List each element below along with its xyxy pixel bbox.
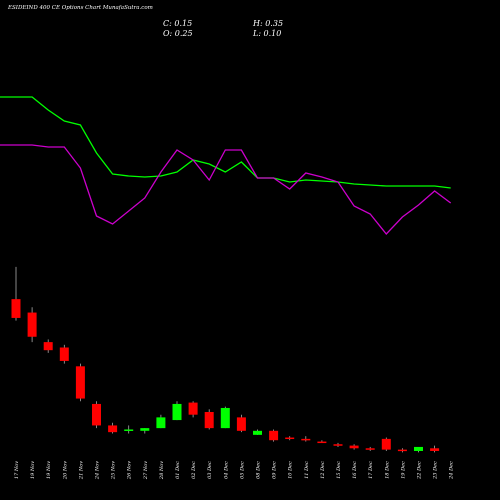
x-tick-label: 27 Nov: [143, 461, 149, 480]
candle-body: [156, 417, 166, 429]
x-tick-label: 20 Nov: [62, 461, 68, 480]
x-tick-label: 04 Dec: [223, 461, 229, 479]
candle-body: [317, 441, 327, 444]
x-tick-label: 18 Dec: [384, 461, 390, 479]
candle-body: [430, 448, 440, 451]
candle-body: [59, 347, 69, 361]
candle-body: [27, 312, 37, 337]
x-tick-label: 25 Nov: [111, 461, 117, 480]
high-value: H: 0.35: [253, 19, 284, 28]
candle-body: [92, 403, 101, 426]
candle-body: [108, 425, 118, 433]
x-tick-label: 23 Dec: [433, 461, 439, 480]
x-tick-label: 24 Nov: [95, 461, 101, 480]
candle-body: [43, 342, 53, 351]
candle-body: [75, 366, 85, 399]
candle-body: [349, 445, 359, 449]
candle-body: [333, 444, 343, 446]
x-tick-label: 11 Dec: [304, 461, 310, 479]
x-tick-label: 08 Dec: [256, 461, 262, 479]
x-tick-label: 19 Nov: [30, 461, 36, 479]
x-tick-label: 19 Nov: [46, 461, 52, 479]
x-tick-label: 09 Dec: [272, 461, 278, 479]
candle-body: [204, 412, 214, 429]
x-tick-label: 01 Dec: [175, 461, 181, 479]
x-tick-label: 16 Dec: [352, 461, 358, 479]
x-tick-label: 03 Dec: [207, 461, 213, 479]
candle-body: [269, 430, 279, 441]
candle-body: [381, 438, 391, 450]
x-tick-label: 17 Nov: [14, 461, 20, 479]
x-tick-label: 24 Dec: [449, 461, 455, 480]
ma-slow-line: [0, 96, 451, 189]
x-axis-ticks: 17 Nov 19 Nov 19 Nov 20 Nov 21 Nov 24 Nov 25 N…: [14, 461, 455, 480]
candle-body: [301, 438, 311, 441]
candle-body: [172, 403, 182, 421]
x-tick-label: 19 Dec: [400, 461, 406, 479]
low-value: L: 0.10: [253, 29, 282, 38]
candle-body: [365, 448, 375, 450]
x-tick-label: 02 Dec: [191, 461, 197, 479]
moving-average-lines: [0, 96, 452, 235]
candle-body: [414, 446, 423, 451]
x-tick-label: 05 Dec: [239, 461, 245, 479]
open-value: O: 0.25: [163, 29, 193, 38]
candle-body: [236, 417, 246, 431]
candle-body: [124, 429, 134, 431]
candle-body: [253, 430, 262, 435]
x-tick-label: 12 Dec: [320, 461, 326, 479]
candle-body: [188, 402, 198, 415]
close-value: C: 0.15: [163, 19, 193, 28]
x-tick-label: 22 Dec: [417, 461, 423, 480]
candle-body: [220, 407, 230, 429]
candle-body: [11, 299, 21, 318]
ma-fast-line: [0, 144, 452, 235]
x-tick-label: 26 Nov: [127, 461, 133, 480]
x-tick-label: 17 Dec: [368, 461, 374, 479]
chart-title: ESIDEIND 400 CE Options Chart MunafaSutr…: [8, 5, 153, 11]
x-tick-label: 21 Nov: [78, 461, 84, 480]
x-tick-label: 10 Dec: [288, 461, 294, 479]
candle-body: [397, 449, 407, 452]
x-tick-label: 15 Dec: [336, 461, 342, 479]
x-tick-label: 28 Nov: [159, 461, 165, 480]
candle-body: [140, 428, 150, 431]
candle-body: [285, 437, 295, 440]
candles: [11, 266, 440, 453]
